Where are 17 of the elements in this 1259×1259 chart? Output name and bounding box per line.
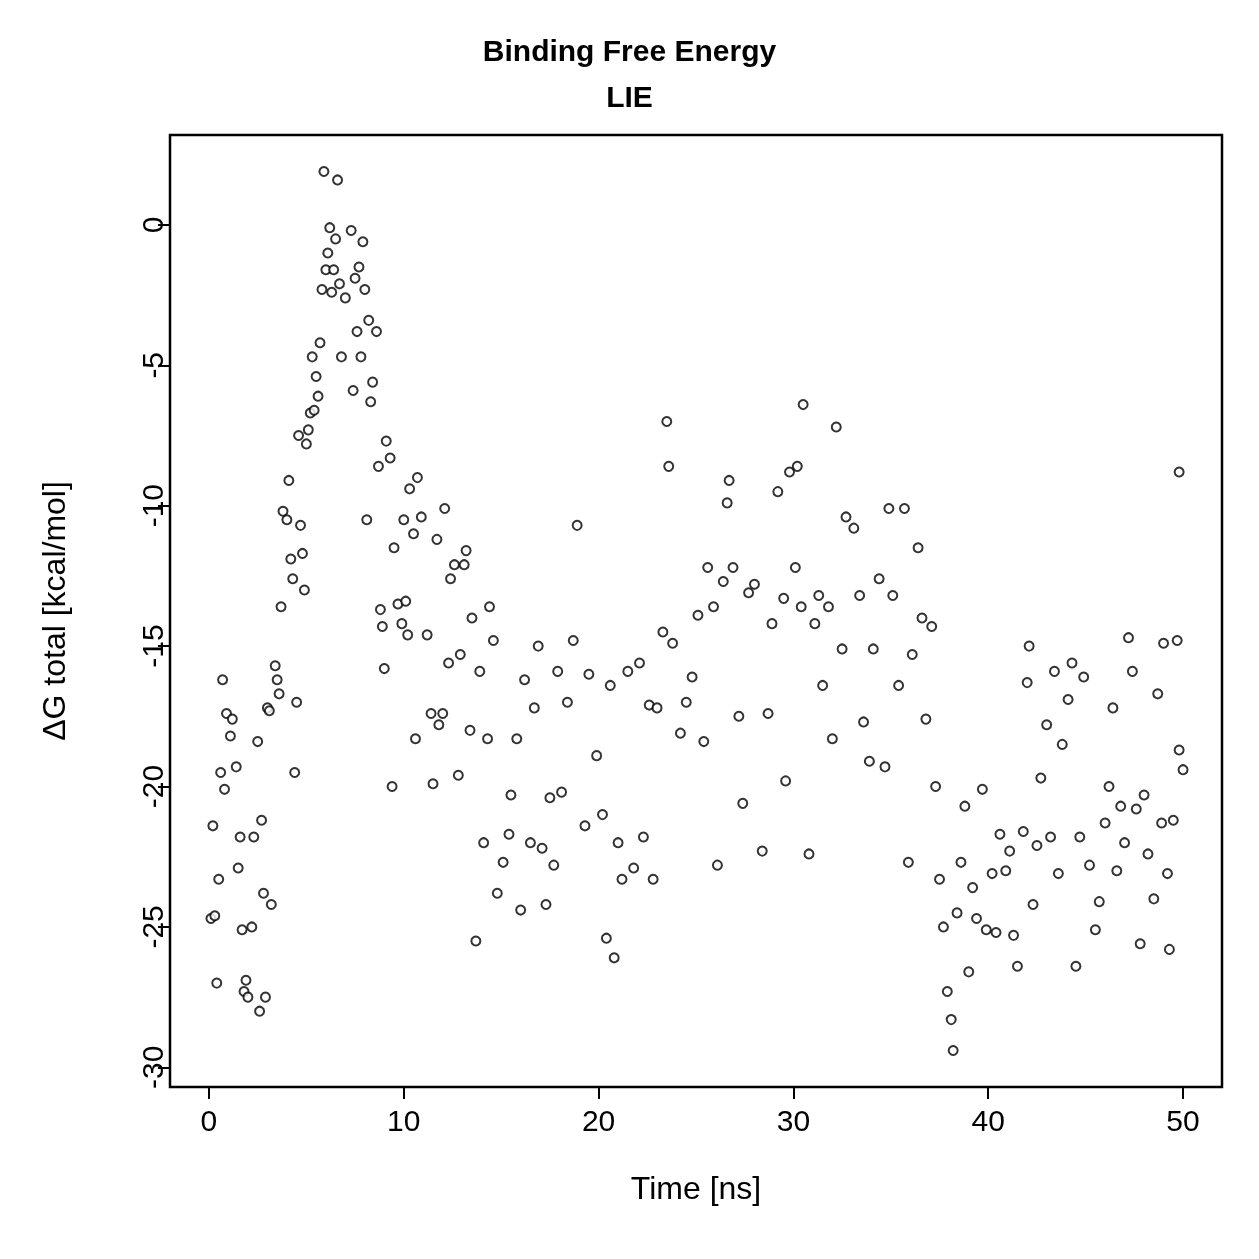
x-tick-label: 30 xyxy=(776,1103,811,1137)
x-tick-label: 40 xyxy=(971,1103,1005,1137)
y-tick-label: -15 xyxy=(135,624,169,668)
y-tick-label: -5 xyxy=(135,351,169,379)
y-tick-label: -25 xyxy=(135,905,169,949)
x-tick-label: 20 xyxy=(581,1103,616,1137)
x-axis-title: Time [ns] xyxy=(630,1170,762,1206)
y-axis-title: ΔG total [kcal/mol] xyxy=(36,481,72,741)
y-tick-label: -20 xyxy=(135,764,169,809)
y-tick-label: -30 xyxy=(135,1045,169,1090)
chart-subtitle: LIE xyxy=(606,79,653,113)
x-tick-label: 10 xyxy=(387,1103,421,1137)
x-tick-label: 0 xyxy=(200,1103,218,1137)
y-tick-label: 0 xyxy=(135,216,169,234)
chart-title: Binding Free Energy xyxy=(482,33,777,67)
y-tick-label: -10 xyxy=(135,484,169,528)
x-tick-label: 50 xyxy=(1166,1103,1200,1137)
